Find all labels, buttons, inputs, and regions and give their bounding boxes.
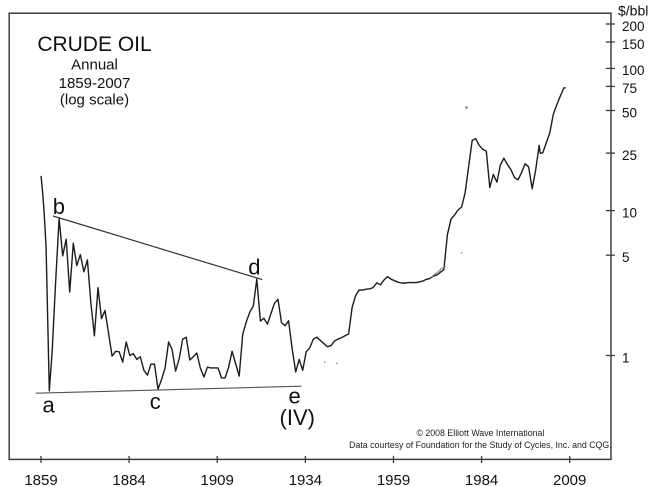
svg-text:a: a xyxy=(43,392,56,417)
svg-text:e: e xyxy=(289,383,301,408)
svg-text:1959: 1959 xyxy=(377,472,410,487)
svg-text:d: d xyxy=(248,254,260,279)
svg-text:50: 50 xyxy=(622,105,637,120)
svg-text:100: 100 xyxy=(622,63,645,78)
svg-text:1859-2007: 1859-2007 xyxy=(59,75,131,92)
svg-text:1934: 1934 xyxy=(289,472,322,487)
svg-text:1909: 1909 xyxy=(201,472,234,487)
svg-text:b: b xyxy=(53,194,65,219)
svg-text:10: 10 xyxy=(622,205,637,220)
svg-text:5: 5 xyxy=(622,250,630,265)
svg-text:© 2008 Elliott Wave Internatio: © 2008 Elliott Wave International xyxy=(416,428,544,438)
svg-text:75: 75 xyxy=(622,81,637,96)
svg-text:200: 200 xyxy=(622,19,645,34)
svg-text:$/bbl: $/bbl xyxy=(618,3,648,19)
svg-text:Annual: Annual xyxy=(71,57,118,74)
svg-text:25: 25 xyxy=(622,148,637,163)
svg-text:1984: 1984 xyxy=(465,472,498,487)
svg-text:1859: 1859 xyxy=(24,472,57,487)
svg-text:1884: 1884 xyxy=(112,472,145,487)
svg-text:1: 1 xyxy=(622,350,630,365)
svg-text:150: 150 xyxy=(622,37,645,52)
svg-text:2009: 2009 xyxy=(553,472,586,487)
svg-text:c: c xyxy=(150,389,161,414)
svg-text:(IV): (IV) xyxy=(280,405,315,430)
svg-text:(log scale): (log scale) xyxy=(60,92,129,109)
svg-text:CRUDE OIL: CRUDE OIL xyxy=(37,33,151,56)
svg-text:Data courtesy of Foundation fo: Data courtesy of Foundation for the Stud… xyxy=(349,440,612,450)
